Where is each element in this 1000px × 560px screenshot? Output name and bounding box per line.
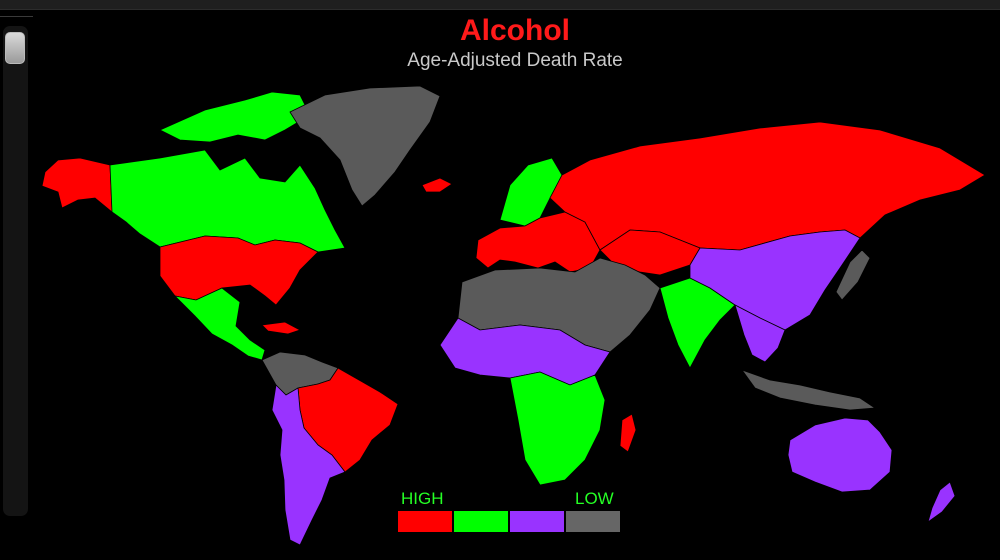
window-top-bar [0,0,1000,10]
region-southeast-asia[interactable] [734,304,786,363]
region-indonesia[interactable] [740,369,877,411]
map-subtitle: Age-Adjusted Death Rate [407,50,623,71]
legend-low-label: LOW [575,489,614,508]
legend-swatch-high [454,511,508,532]
region-mexico-central-america[interactable] [173,287,266,361]
vertical-scrollbar[interactable] [3,26,28,516]
region-southern-cone[interactable] [271,384,346,546]
region-australia[interactable] [787,417,893,493]
region-united-states[interactable] [159,235,319,306]
region-madagascar[interactable] [619,413,637,453]
region-greenland[interactable] [289,85,441,207]
region-europe[interactable] [475,211,601,273]
map-title: Alcohol [460,14,570,47]
region-china[interactable] [689,229,861,331]
legend-swatch-lowest [566,511,620,532]
region-canada[interactable] [109,149,346,253]
region-caribbean[interactable] [261,321,302,335]
region-central-southern-africa[interactable] [509,371,606,486]
region-new-zealand[interactable] [927,481,956,523]
region-iceland[interactable] [421,177,453,193]
region-arctic-islands[interactable] [159,91,311,143]
scrollbar-thumb[interactable] [5,32,25,64]
region-russia[interactable] [549,121,986,251]
region-japan[interactable] [835,249,871,301]
divider [0,16,33,17]
legend-high-label: HIGH [401,489,444,508]
region-sahel-africa[interactable] [439,317,611,386]
legend-swatch-low [510,511,564,532]
legend-swatch-highest [398,511,452,532]
